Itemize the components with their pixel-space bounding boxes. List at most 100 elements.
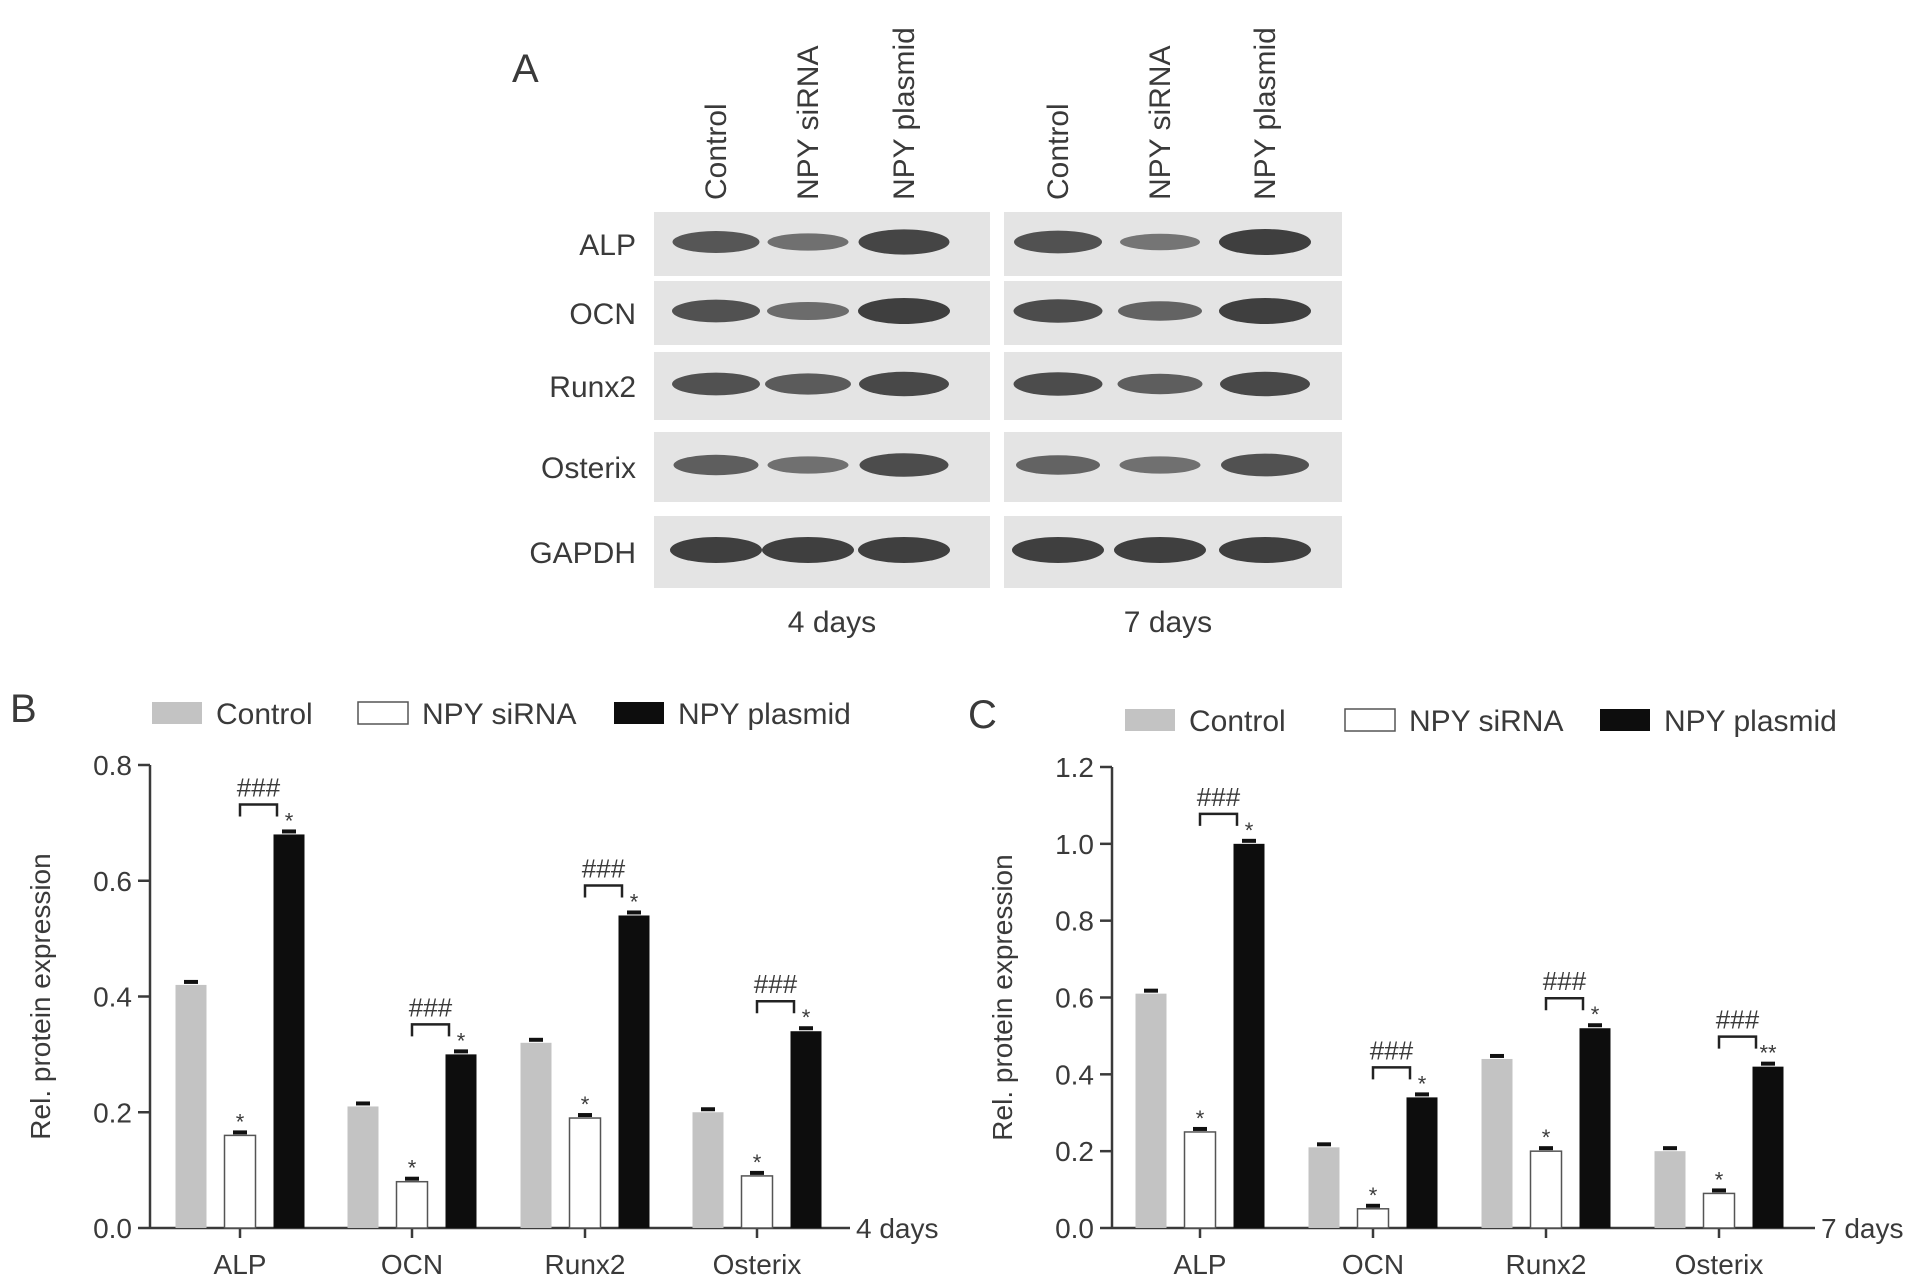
protein-label: OCN xyxy=(569,298,636,331)
bar-control xyxy=(347,1106,379,1228)
y-axis-label: Rel. protein expression xyxy=(987,854,1018,1140)
x-tick-label: Osterix xyxy=(713,1249,802,1280)
bar-npy-plasmid xyxy=(1579,1028,1611,1228)
legend-label: NPY plasmid xyxy=(1664,705,1837,738)
bar-control xyxy=(175,984,207,1228)
bar-npy-plasmid xyxy=(618,915,650,1228)
bar-npy-sirna xyxy=(395,1180,429,1229)
bars-c: **###**###**###***### xyxy=(1135,782,1784,1229)
bar-control xyxy=(1135,993,1167,1228)
bar-npy-sirna xyxy=(1183,1131,1217,1229)
band xyxy=(858,229,950,255)
legend-c: Control NPY siRNA NPY plasmid xyxy=(1125,705,1837,738)
band xyxy=(1120,233,1200,251)
significance-bracket xyxy=(1544,996,1585,1011)
band xyxy=(1220,371,1310,397)
significance-mark: * xyxy=(802,1005,811,1030)
significance-mark: * xyxy=(1245,818,1254,843)
band xyxy=(859,371,949,397)
bar-npy-plasmid xyxy=(1406,1097,1438,1228)
band xyxy=(858,537,950,563)
significance-bracket xyxy=(1371,1066,1412,1080)
band xyxy=(1013,372,1103,396)
band xyxy=(1012,537,1104,563)
x-tick-label: OCN xyxy=(1342,1249,1404,1280)
axes-c: 0.0 0.2 0.4 0.6 0.8 1.0 1.2 Rel. protein expres… xyxy=(987,752,1904,1280)
band xyxy=(859,453,949,477)
bar-chart-4-days: B Control NPY siRNA NPY plasmid 0.00.20.40… xyxy=(10,687,939,1280)
y-tick-label: 0.2 xyxy=(1055,1136,1094,1167)
legend-label: NPY siRNA xyxy=(422,698,576,731)
bars-b: **###**###**###**### xyxy=(175,772,822,1229)
significance-bracket xyxy=(1717,1035,1758,1049)
lane-labels: Control NPY siRNA NPY plasmid Control NPY si… xyxy=(700,27,1282,200)
bar-npy-plasmid xyxy=(1233,843,1265,1228)
y-tick-label: 0.0 xyxy=(1055,1213,1094,1244)
band xyxy=(767,233,849,251)
lane-label: NPY plasmid xyxy=(888,27,921,200)
protein-label: ALP xyxy=(579,229,636,262)
panel-b-letter: B xyxy=(10,687,37,731)
legend-swatch xyxy=(152,702,202,724)
band xyxy=(1219,298,1311,324)
significance-mark: * xyxy=(457,1028,466,1053)
bracket-label: ### xyxy=(582,853,626,883)
legend-label: NPY plasmid xyxy=(678,698,851,731)
bar-npy-sirna xyxy=(1356,1208,1390,1229)
band xyxy=(1114,537,1206,563)
panel-a-letter: A xyxy=(512,47,539,91)
protein-label: GAPDH xyxy=(529,537,636,570)
y-tick-label: 0.8 xyxy=(1055,906,1094,937)
x-tick-label: ALP xyxy=(214,1249,267,1280)
bracket-label: ### xyxy=(409,992,453,1022)
bracket-label: ### xyxy=(1197,782,1241,812)
bar-npy-plasmid xyxy=(445,1054,477,1228)
significance-mark: * xyxy=(285,808,294,833)
legend-label: NPY siRNA xyxy=(1409,705,1563,738)
protein-label: Runx2 xyxy=(549,371,636,404)
band xyxy=(858,298,950,324)
bar-control xyxy=(1481,1058,1513,1228)
x-tick-label: OCN xyxy=(381,1249,443,1280)
protein-label: Osterix xyxy=(541,452,636,485)
y-axis-label: Rel. protein expression xyxy=(25,853,56,1139)
significance-mark: * xyxy=(1369,1183,1378,1208)
bar-npy-sirna xyxy=(1702,1192,1736,1229)
bracket-label: ### xyxy=(237,772,281,802)
x-axis-label: 7 days xyxy=(1821,1213,1904,1244)
x-axis-label: 4 days xyxy=(856,1213,939,1244)
band xyxy=(762,537,854,563)
lane-label: Control xyxy=(700,103,733,200)
band xyxy=(1016,455,1100,475)
axes-b: 0.0 0.2 0.4 0.6 0.8 Rel. protein expression 4 … xyxy=(25,750,939,1280)
band xyxy=(673,454,759,476)
lane-label: NPY siRNA xyxy=(792,46,825,200)
legend-swatch xyxy=(1600,709,1650,731)
lane-label: Control xyxy=(1042,103,1075,200)
bracket-label: ### xyxy=(754,969,798,999)
bracket-label: ### xyxy=(1716,1005,1760,1035)
bar-control xyxy=(520,1042,552,1228)
significance-mark: * xyxy=(236,1109,245,1134)
band xyxy=(1219,537,1311,563)
y-tick-label: 0.2 xyxy=(93,1097,132,1128)
band xyxy=(670,537,762,563)
lane-label: NPY plasmid xyxy=(1249,27,1282,200)
significance-mark: * xyxy=(1715,1167,1724,1192)
bracket-label: ### xyxy=(1543,966,1587,996)
significance-mark: * xyxy=(408,1156,417,1181)
band xyxy=(1221,453,1309,477)
y-tick-label: 1.2 xyxy=(1055,752,1094,783)
y-tick-label: 0.6 xyxy=(1055,983,1094,1014)
band xyxy=(1119,456,1201,474)
legend-swatch xyxy=(357,701,409,725)
band xyxy=(767,456,849,474)
legend-label: Control xyxy=(1189,705,1286,738)
timepoint-label-4-days: 4 days xyxy=(788,606,876,639)
significance-mark: * xyxy=(1418,1071,1427,1096)
significance-bracket xyxy=(583,884,624,898)
band xyxy=(1014,230,1102,254)
bar-npy-sirna xyxy=(568,1117,602,1229)
bracket-label: ### xyxy=(1370,1035,1414,1065)
significance-mark: * xyxy=(630,889,639,914)
